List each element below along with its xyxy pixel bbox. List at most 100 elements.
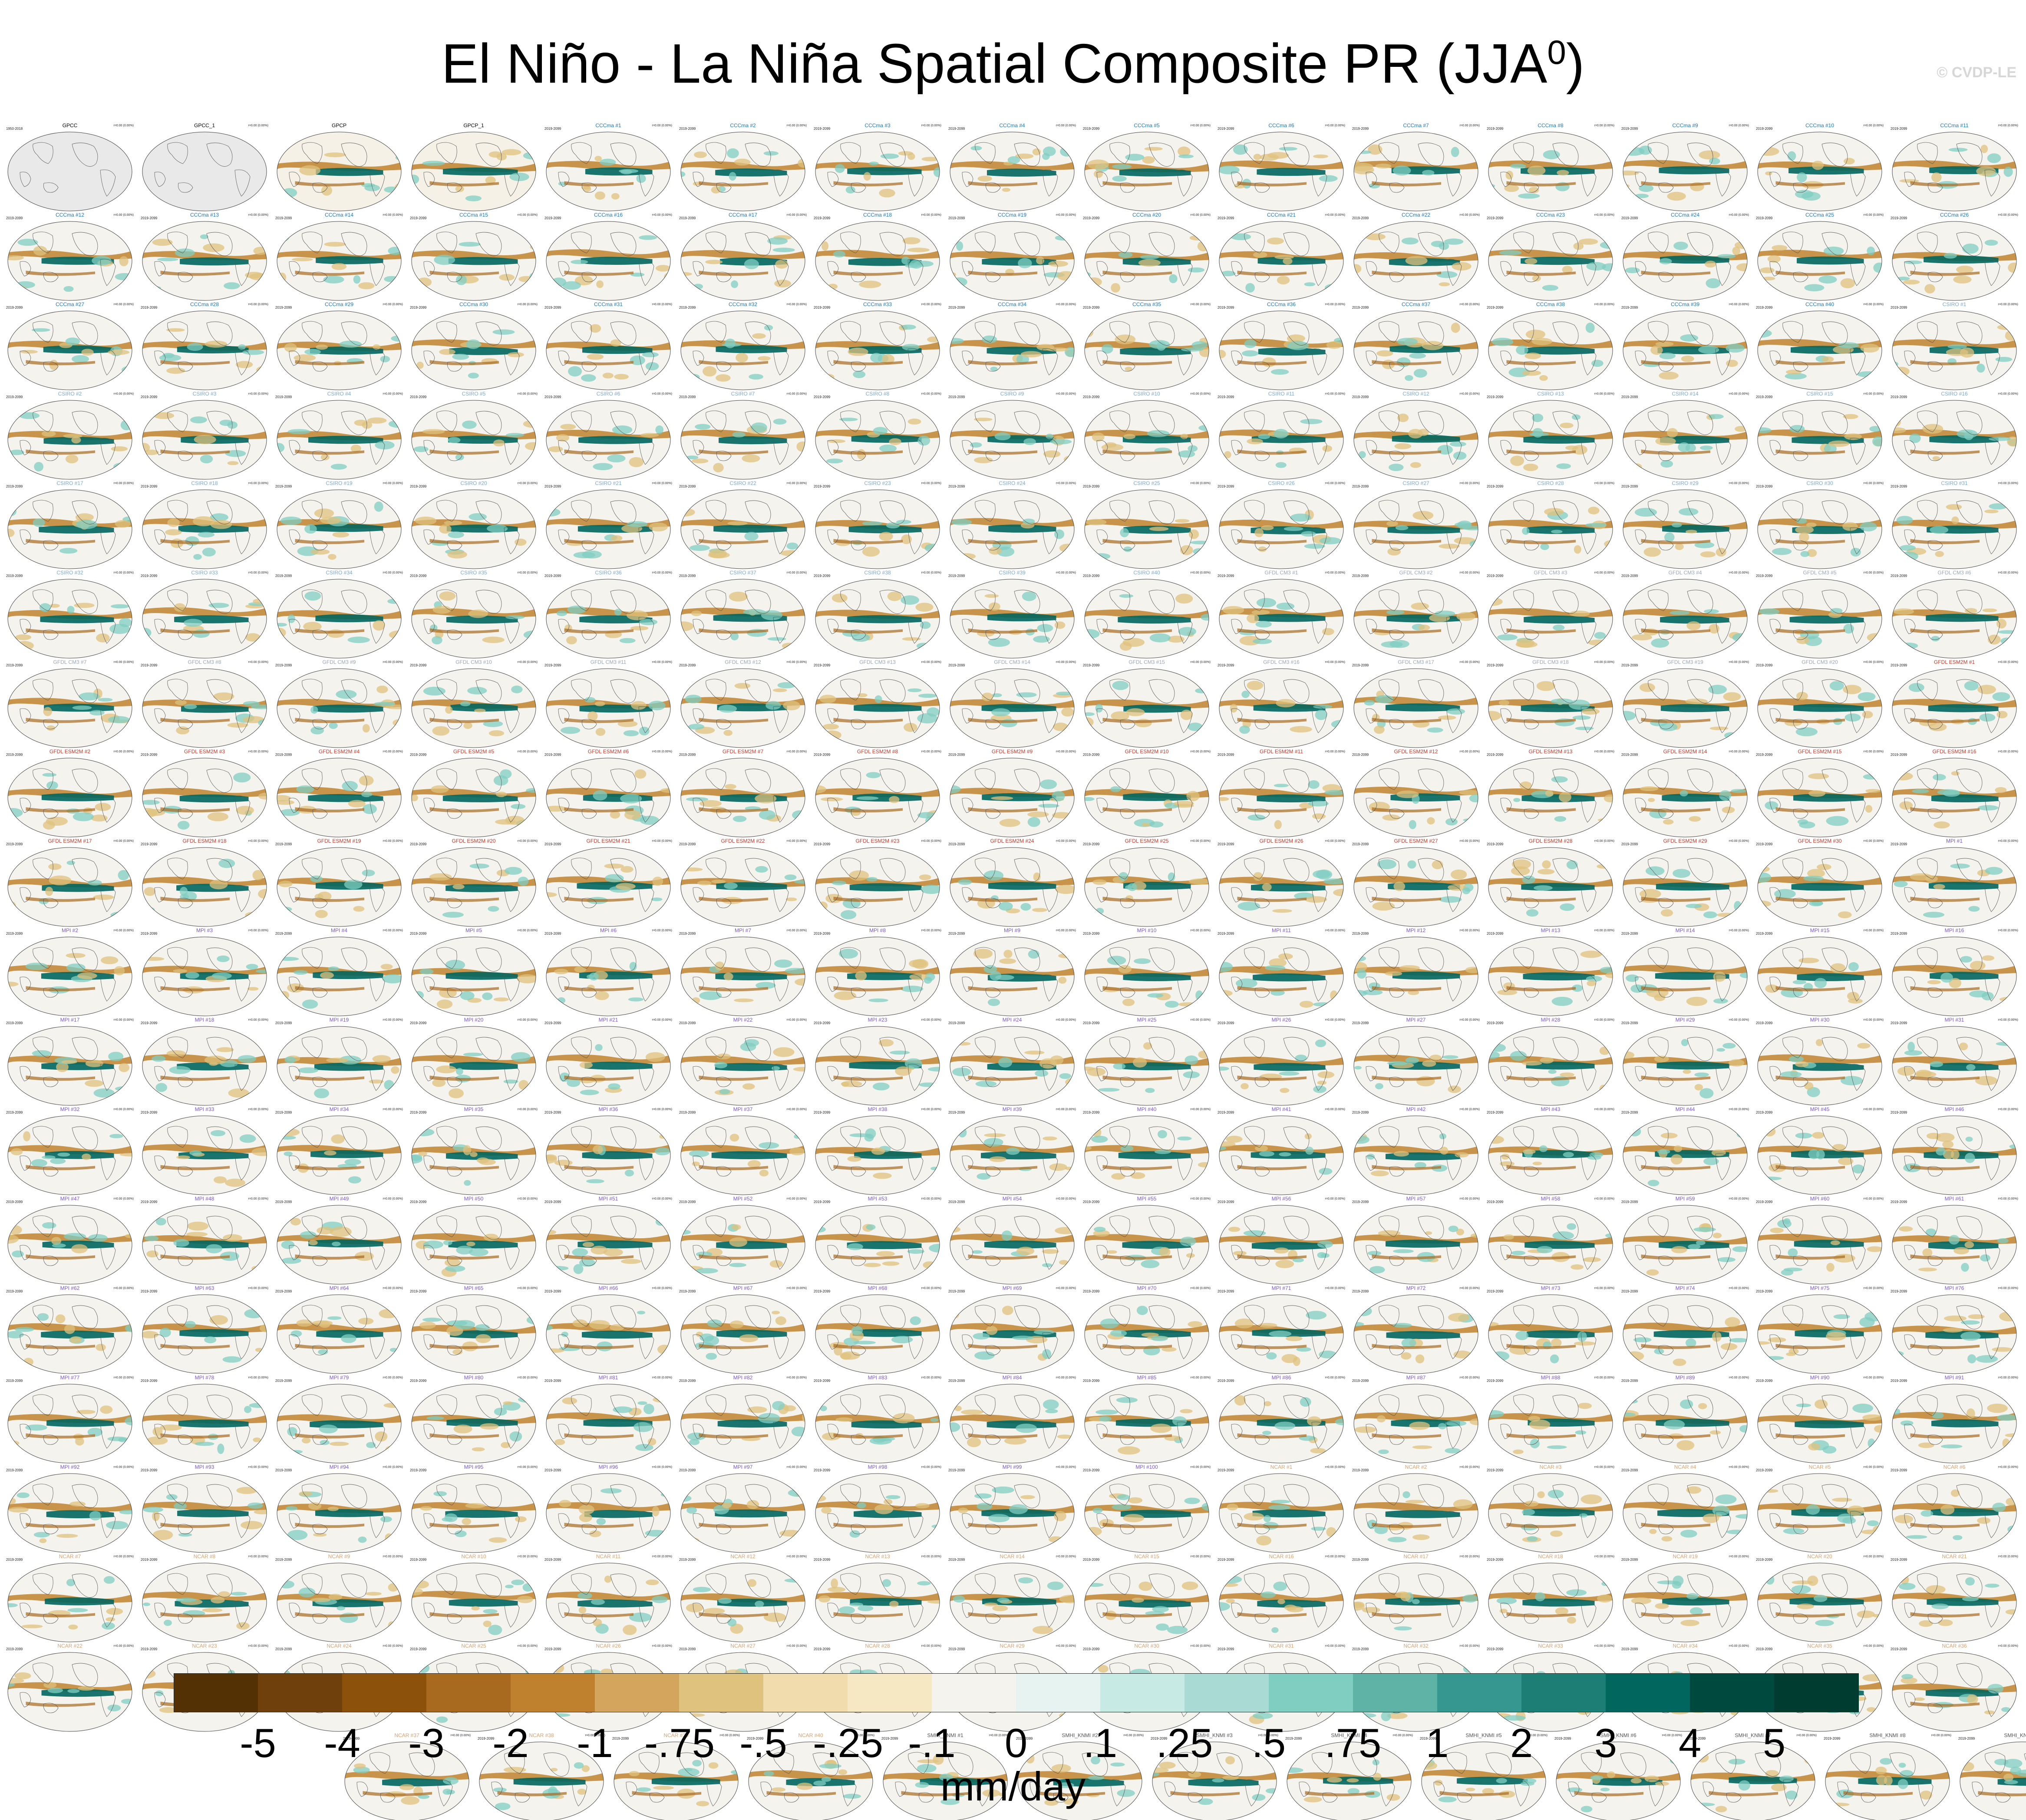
panel-stat: r=0.00 (0.00%) [113,303,134,306]
anomaly-blob [874,695,882,703]
anomaly-blob [566,636,577,645]
robinson-map [546,847,671,927]
continent-outline [975,500,996,522]
robinson-map [1623,489,1748,569]
continent-outline [1254,540,1270,551]
continent-outline [558,708,570,724]
anomaly-blob [1567,1223,1577,1230]
continent-outline [610,679,637,703]
map-panel: GFDL CM3 #11 2019-2099 r=0.00 (0.00%) [544,659,672,748]
panel-period: 2019-2099 [814,485,831,488]
panel-period: 2019-2099 [410,395,427,399]
continent-outline [907,438,924,465]
map-panel: MPI #31 2019-2099 r=0.00 (0.00%) [1891,1017,2018,1106]
anomaly-blob [300,1231,317,1239]
anomaly-blob [1717,1257,1736,1262]
panel-period: 2019-2099 [1352,753,1369,757]
panel-stat: r=0.00 (0.00%) [1325,571,1346,574]
panel-title: CSIRO #11 [1268,391,1295,397]
anomaly-blob [1904,1050,1923,1056]
robinson-map [815,758,940,837]
panel-stat: r=0.00 (0.00%) [1459,303,1480,306]
anomaly-blob [1873,262,1882,273]
panel-period: 2019-2099 [6,842,23,846]
anomaly-blob [1020,351,1042,358]
anomaly-blob [716,1053,731,1060]
map-panel: GFDL CM3 #15 2019-2099 r=0.00 (0.00%) [1083,659,1211,748]
continent-outline [1658,272,1674,282]
anomaly-blob [1092,879,1107,885]
continent-outline [1635,529,1647,545]
continent-outline [581,540,597,551]
continent-outline [1231,708,1243,724]
anomaly-blob [443,1240,452,1246]
anomaly-blob [991,708,1010,716]
robinson-map [680,1294,805,1374]
anomaly-blob [1224,1178,1233,1184]
anomaly-blob [1049,1163,1067,1171]
map-panel: CSIRO #22 2019-2099 r=0.00 (0.00%) [679,480,807,570]
robinson-map [1757,1205,1882,1285]
anomaly-blob [48,863,62,870]
map-border [950,132,1075,211]
anomaly-blob [454,1320,475,1329]
dry-anomaly-band-south [564,181,634,187]
anomaly-blob [1951,771,1960,776]
map-border [1084,400,1209,480]
anomaly-blob [849,1133,871,1138]
anomaly-blob [1670,1154,1683,1165]
anomaly-blob [1501,1154,1510,1160]
panel-period: 2019-2099 [948,574,965,578]
anomaly-blob [742,1083,755,1090]
continent-outline [289,261,300,277]
panel-period: 2019-2099 [679,306,696,310]
anomaly-blob [866,1224,876,1230]
continent-outline [1120,451,1135,461]
continent-outline [879,411,906,435]
panel-stat: r=0.00 (0.00%) [383,929,403,932]
anomaly-blob [342,781,358,791]
continent-outline [571,679,592,701]
anomaly-blob [1516,345,1528,355]
robinson-map [815,1115,940,1195]
dry-anomaly-band-south [833,181,903,187]
map-panel: CSIRO #23 2019-2099 r=0.00 (0.00%) [814,480,941,570]
continent-outline [475,232,502,256]
map-panel: CSIRO #35 2019-2099 r=0.00 (0.00%) [410,570,538,659]
continent-outline [745,679,771,703]
continent-outline [20,708,31,724]
panel-period: 2019-2099 [948,306,965,310]
anomaly-blob [252,870,264,880]
anomaly-blob [907,1249,925,1254]
anomaly-blob [96,633,110,643]
anomaly-blob [648,701,666,711]
panel-period: 2019-2099 [141,306,158,310]
map-panel: CSIRO #15 2019-2099 r=0.00 (0.00%) [1756,391,1884,480]
map-panel: CCCma #32 2019-2099 r=0.00 (0.00%) [679,301,807,391]
panel-period: 2019-2099 [1083,574,1100,578]
map-panel: MPI #62 2019-2099 r=0.00 (0.00%) [6,1285,134,1375]
map-panel: MPI #19 2019-2099 r=0.00 (0.00%) [275,1017,403,1106]
anomaly-blob [1639,683,1655,692]
anomaly-blob [1713,998,1728,1004]
robinson-map [815,1205,940,1285]
map-panel: CCCma #19 2019-2099 r=0.00 (0.00%) [948,212,1076,301]
anomaly-blob [1670,610,1690,615]
anomaly-blob [1965,1137,1973,1142]
continent-outline [1984,438,2000,465]
map-panel: GFDL ESM2M #3 2019-2099 r=0.00 (0.00%) [141,748,268,838]
anomaly-blob [879,188,895,198]
panel-stat: r=0.00 (0.00%) [652,1197,673,1200]
continent-outline [1581,438,1597,465]
dry-anomaly-band-south [1775,270,1845,276]
anomaly-blob [310,549,330,555]
panel-period: 2019-2099 [1218,127,1234,131]
panel-title: GFDL CM3 #16 [1263,659,1300,665]
robinson-map [680,132,805,211]
continent-outline [1446,169,1462,197]
dry-anomaly-band-south [1372,539,1441,544]
anomaly-blob [505,433,525,437]
continent-outline [1254,182,1270,193]
panel-period: 2019-2099 [1083,216,1100,220]
panel-title: CCCma #24 [1670,212,1700,218]
